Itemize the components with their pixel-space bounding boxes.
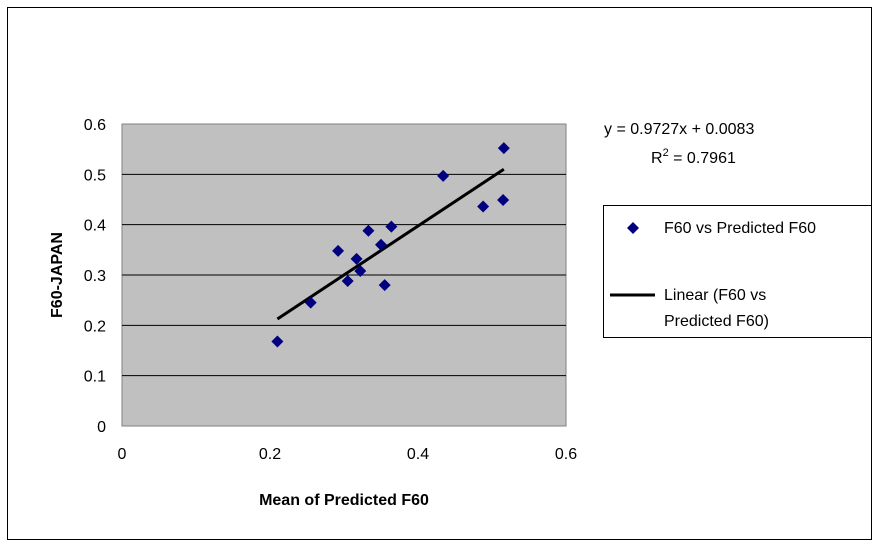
data-point (354, 264, 367, 277)
data-points (271, 142, 510, 348)
trendline-equation: y = 0.9727x + 0.0083 (604, 121, 754, 138)
data-point (362, 224, 375, 237)
data-point (375, 238, 387, 251)
r-squared-exponent: 2 (663, 147, 669, 159)
data-point (385, 220, 398, 233)
data-point (341, 275, 354, 288)
y-tick-label: 0.5 (84, 167, 106, 184)
legend-trend-label-line1: Linear (F60 vs (664, 287, 766, 304)
data-point (497, 142, 510, 155)
data-point (304, 296, 317, 309)
y-axis-title: F60-JAPAN (49, 232, 66, 318)
y-tick-label: 0.4 (84, 218, 106, 235)
data-point (437, 169, 450, 182)
legend-trend-label-line2: Predicted F60) (664, 313, 769, 330)
data-point (350, 252, 363, 265)
data-point (497, 194, 510, 207)
r-squared-label: R2 = 0.7961 (651, 147, 736, 167)
y-tick-label: 0 (97, 419, 106, 436)
data-point (271, 335, 284, 348)
legend-series-label: F60 vs Predicted F60 (664, 220, 816, 237)
x-axis-ticks: 0 0.2 0.4 0.6 (118, 446, 578, 463)
data-point (378, 279, 391, 292)
trendline (276, 167, 505, 321)
y-axis-ticks: 0 0.1 0.2 0.3 0.4 0.5 0.6 (84, 117, 106, 436)
y-tick-label: 0.2 (84, 318, 106, 335)
y-tick-label: 0.3 (84, 268, 106, 285)
r-squared-value: = 0.7961 (669, 150, 736, 167)
x-tick-label: 0.4 (407, 446, 429, 463)
legend: F60 vs Predicted F60 Linear (F60 vs Pred… (603, 205, 872, 338)
data-point (477, 200, 490, 213)
x-tick-label: 0.6 (555, 446, 577, 463)
y-tick-label: 0.6 (84, 117, 106, 134)
x-tick-label: 0.2 (259, 446, 281, 463)
y-tick-label: 0.1 (84, 369, 106, 386)
r-squared-prefix: R (651, 150, 663, 167)
x-tick-label: 0 (118, 446, 127, 463)
legend-marker-diamond (627, 222, 639, 234)
data-point (332, 244, 345, 257)
x-axis-title: Mean of Predicted F60 (259, 492, 429, 509)
legend-box (603, 205, 872, 338)
